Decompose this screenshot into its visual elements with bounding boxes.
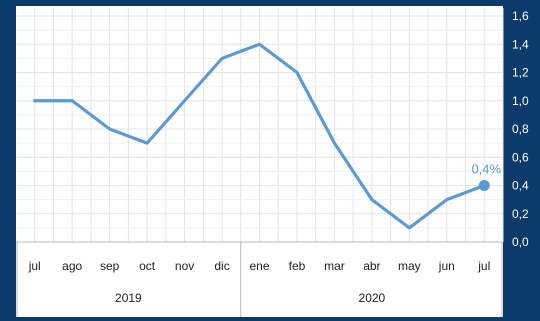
y-tick-label: 0,6 bbox=[512, 150, 529, 164]
x-tick-label: ene bbox=[249, 259, 269, 273]
x-tick-label: dic bbox=[214, 259, 229, 273]
x-tick-label: may bbox=[398, 259, 421, 273]
x-group-label: 2019 bbox=[115, 291, 142, 305]
x-tick-label: abr bbox=[363, 259, 380, 273]
data-point bbox=[146, 142, 149, 145]
data-point bbox=[258, 43, 261, 46]
x-tick-label: mar bbox=[324, 259, 345, 273]
grid-lines bbox=[16, 8, 504, 243]
data-point bbox=[445, 198, 448, 201]
data-point bbox=[333, 142, 336, 145]
y-tick-label: 1,2 bbox=[512, 66, 529, 80]
x-group-label: 2020 bbox=[359, 291, 386, 305]
x-tick-label: jul bbox=[28, 259, 41, 273]
y-tick-label: 1,0 bbox=[512, 94, 529, 108]
data-point bbox=[295, 71, 298, 74]
x-axis: jul ago sep oct nov dic ene feb mar abr may jun jul 2… bbox=[16, 241, 503, 317]
y-tick-label: 0,0 bbox=[512, 235, 529, 249]
y-tick-label: 0,4 bbox=[512, 179, 529, 193]
last-point-label: 0,4% bbox=[471, 162, 501, 177]
y-tick-label: 0,2 bbox=[512, 207, 529, 221]
y-tick-label: 1,6 bbox=[512, 9, 529, 23]
x-tick-label: ago bbox=[62, 259, 82, 273]
data-point bbox=[408, 226, 411, 229]
series-layer: 0,4% bbox=[33, 42, 502, 230]
x-tick-label: feb bbox=[289, 259, 306, 273]
data-point bbox=[183, 99, 186, 102]
x-tick-label: jul bbox=[477, 259, 490, 273]
x-tick-label: jun bbox=[438, 259, 455, 273]
data-point bbox=[108, 127, 111, 130]
data-point bbox=[71, 99, 74, 102]
last-data-point bbox=[478, 180, 490, 191]
x-tick-label: oct bbox=[139, 259, 156, 273]
y-axis: 0,0 0,2 0,4 0,6 0,8 1,0 1,2 1,4 1,6 bbox=[512, 9, 529, 249]
x-tick-label: nov bbox=[175, 259, 194, 273]
data-point bbox=[370, 198, 373, 201]
data-point bbox=[220, 57, 223, 60]
y-tick-label: 1,4 bbox=[512, 37, 529, 51]
x-tick-label: sep bbox=[100, 259, 120, 273]
data-point bbox=[33, 99, 36, 102]
y-tick-label: 0,8 bbox=[512, 122, 529, 136]
series-line bbox=[33, 42, 486, 230]
